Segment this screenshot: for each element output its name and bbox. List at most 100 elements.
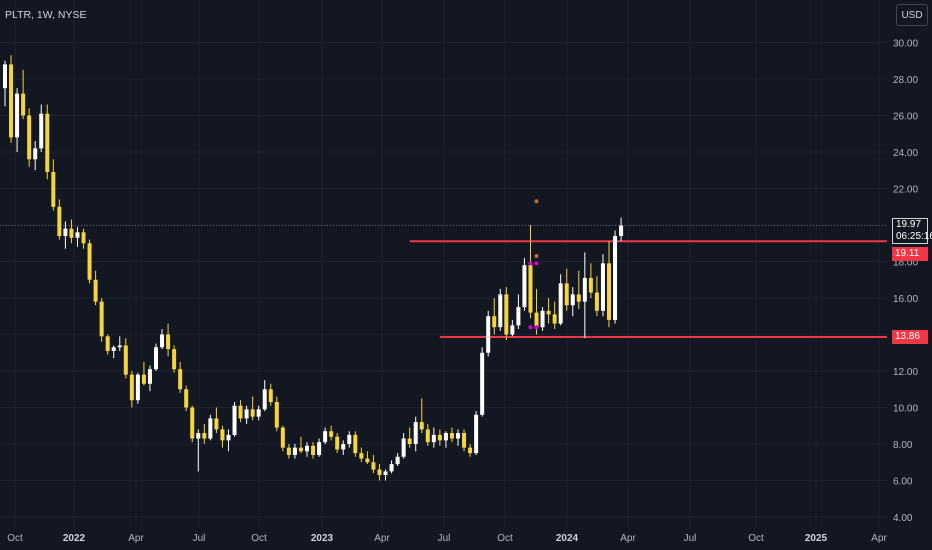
candle-body (39, 113, 44, 149)
x-tick-label: 2023 (311, 533, 334, 544)
candle-body (202, 433, 207, 439)
candle (588, 263, 593, 298)
x-tick-label: Apr (871, 533, 887, 544)
candle (208, 414, 213, 441)
candle-body (600, 263, 605, 311)
candle-body (166, 334, 171, 350)
x-tick-label: 2024 (556, 533, 579, 544)
x-tick-label: Oct (497, 533, 513, 544)
candle-body (552, 314, 557, 324)
candle-body (63, 228, 68, 236)
candle-body (262, 389, 267, 410)
candle (516, 294, 521, 330)
candle (190, 405, 195, 443)
candle-body (582, 277, 587, 302)
candle (184, 385, 189, 412)
candle (256, 405, 261, 421)
candle-body (311, 445, 316, 455)
candle (317, 438, 322, 457)
candle (413, 416, 418, 452)
candle-body (9, 64, 14, 138)
signal-markers (528, 199, 539, 330)
candle-body (232, 405, 237, 435)
magenta-signal-marker (528, 325, 533, 330)
candle-body (329, 431, 334, 437)
candle-body (117, 345, 122, 348)
x-tick-label: Apr (128, 533, 144, 544)
candle-body (141, 374, 146, 384)
candle-body (341, 444, 346, 450)
candle (341, 440, 346, 455)
resistance-price-tag: 19.11 (892, 247, 928, 262)
candle-body (105, 336, 110, 351)
candle (27, 108, 32, 167)
candle-body (588, 277, 593, 293)
candle (528, 225, 533, 319)
candle-body (305, 445, 309, 452)
candle-body (353, 434, 358, 454)
candle-body (280, 427, 285, 448)
candle-body (33, 148, 38, 160)
grid (0, 0, 887, 527)
candle-body (546, 310, 551, 315)
candle (323, 427, 328, 444)
candle (39, 104, 44, 152)
candle-body (607, 263, 611, 320)
candle-body (69, 228, 74, 238)
current-price-tag: 19.97 06:25:16 (892, 218, 932, 244)
candle-body (528, 265, 533, 313)
candle (498, 288, 503, 331)
candle-body (468, 447, 473, 454)
candle-body (154, 347, 158, 370)
candle (353, 431, 358, 457)
candle (292, 444, 297, 459)
candle (522, 257, 527, 311)
candle (202, 423, 207, 444)
candle-body (383, 471, 388, 476)
candle-body (425, 429, 430, 443)
price-axis: 4.006.008.0010.0012.0014.0016.0018.0020.… (893, 39, 918, 525)
candle-body (449, 433, 454, 439)
candle (244, 405, 249, 424)
y-tick-label: 22.00 (893, 185, 918, 196)
y-tick-label: 10.00 (893, 404, 918, 415)
candle (395, 453, 400, 466)
candle-body (335, 436, 340, 450)
candle (147, 365, 152, 392)
candle (329, 425, 334, 441)
candle-body (504, 294, 509, 335)
candle (274, 396, 279, 432)
candle-body (111, 347, 116, 351)
currency-button[interactable]: USD (896, 4, 928, 26)
candle (141, 361, 146, 386)
candle-body (564, 283, 569, 306)
candle (166, 323, 171, 357)
candle (619, 217, 624, 242)
candle (311, 442, 316, 459)
x-tick-label: Oct (251, 533, 267, 544)
y-tick-label: 28.00 (893, 75, 918, 86)
candle (81, 228, 86, 249)
candle (570, 287, 575, 317)
candle (238, 400, 243, 423)
candle (600, 254, 605, 317)
candle (305, 442, 309, 457)
candle (99, 298, 104, 342)
candle-body (75, 232, 80, 238)
candle (389, 460, 394, 474)
candle (425, 423, 430, 446)
candle (220, 425, 225, 448)
y-tick-label: 24.00 (893, 148, 918, 159)
candle (365, 451, 370, 465)
candles (3, 55, 624, 481)
candle-body (21, 93, 26, 116)
candle (57, 199, 62, 240)
candle-body (81, 232, 86, 244)
candle (111, 345, 116, 359)
candle-body (395, 456, 400, 465)
candle-body (178, 369, 183, 390)
candle (298, 436, 303, 454)
candle-body (87, 243, 92, 280)
candle-body (462, 433, 467, 448)
